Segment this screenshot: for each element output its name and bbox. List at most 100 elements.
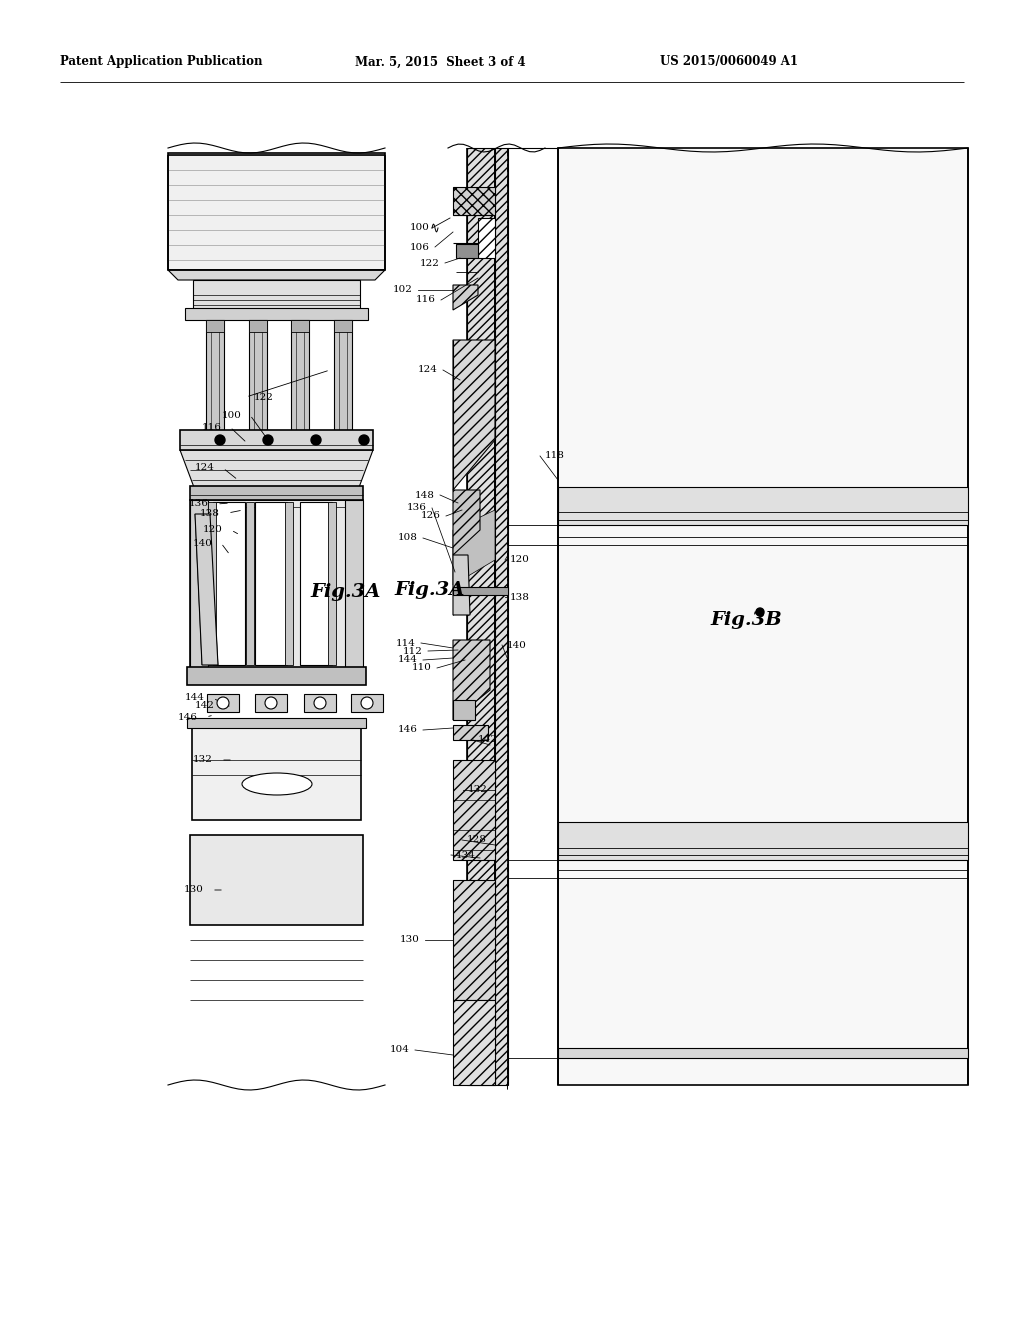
Text: 118: 118	[545, 451, 565, 461]
Text: 146: 146	[398, 726, 418, 734]
Text: 122: 122	[420, 259, 440, 268]
Bar	[190, 500, 208, 671]
Text: 136: 136	[189, 499, 209, 508]
Bar	[187, 667, 366, 685]
Bar	[206, 319, 224, 430]
Text: 100: 100	[222, 411, 242, 420]
Text: 144: 144	[185, 693, 205, 702]
Bar	[558, 487, 968, 525]
Text: Fig.3B: Fig.3B	[710, 611, 781, 630]
Bar	[334, 319, 352, 430]
Bar	[345, 500, 362, 671]
Bar	[213, 502, 245, 665]
Text: 106: 106	[411, 243, 430, 252]
Polygon shape	[467, 148, 495, 1085]
Text: 136: 136	[408, 503, 427, 512]
Circle shape	[359, 436, 369, 445]
Bar	[291, 319, 309, 333]
Bar	[246, 502, 254, 665]
Bar	[185, 308, 368, 319]
Circle shape	[361, 697, 373, 709]
Text: Fig.3A: Fig.3A	[394, 581, 464, 599]
Bar	[168, 153, 385, 271]
Bar	[334, 319, 352, 333]
Bar	[328, 502, 336, 665]
Text: 140: 140	[507, 640, 527, 649]
Bar	[453, 700, 475, 719]
Polygon shape	[168, 271, 385, 280]
Text: 148: 148	[415, 491, 435, 499]
Bar	[190, 500, 362, 671]
Bar	[478, 218, 495, 257]
Circle shape	[263, 436, 273, 445]
Text: 132: 132	[468, 785, 487, 795]
Circle shape	[215, 436, 225, 445]
Bar	[453, 187, 495, 215]
Bar	[206, 319, 224, 333]
Text: 128: 128	[467, 836, 486, 845]
Bar	[558, 1048, 968, 1059]
Text: 140: 140	[194, 539, 213, 548]
Text: 102: 102	[393, 285, 413, 294]
Text: 130: 130	[400, 936, 420, 945]
Text: Fig.3A: Fig.3A	[310, 583, 380, 601]
Circle shape	[311, 436, 321, 445]
Text: 132: 132	[194, 755, 213, 764]
Polygon shape	[453, 554, 470, 615]
Text: 108: 108	[398, 533, 418, 543]
Bar	[180, 430, 373, 450]
Polygon shape	[453, 285, 478, 310]
Text: 142: 142	[196, 701, 215, 710]
Circle shape	[756, 609, 764, 616]
Bar	[300, 502, 332, 665]
Text: 114: 114	[396, 639, 416, 648]
Text: 120: 120	[203, 525, 223, 535]
Text: 104: 104	[390, 1045, 410, 1055]
Bar	[193, 280, 360, 310]
Polygon shape	[453, 880, 495, 1001]
Bar	[249, 319, 267, 333]
Text: 116: 116	[416, 296, 436, 305]
Polygon shape	[453, 760, 495, 861]
Bar	[304, 694, 336, 711]
Text: 120: 120	[510, 556, 529, 565]
Polygon shape	[180, 450, 373, 490]
Polygon shape	[453, 341, 495, 490]
Bar	[558, 822, 968, 861]
Bar	[453, 725, 488, 741]
Text: 138: 138	[510, 593, 529, 602]
Bar	[190, 486, 362, 500]
Bar	[249, 319, 267, 430]
Bar	[453, 587, 508, 595]
Bar	[291, 319, 309, 430]
Polygon shape	[195, 513, 218, 665]
Text: 146: 146	[178, 713, 198, 722]
Text: 124: 124	[418, 366, 438, 375]
Polygon shape	[453, 1001, 495, 1085]
Polygon shape	[453, 510, 495, 585]
Bar	[255, 502, 287, 665]
Bar	[456, 244, 478, 257]
Circle shape	[217, 697, 229, 709]
Text: 134: 134	[456, 850, 476, 859]
Bar	[190, 836, 362, 925]
Circle shape	[265, 697, 278, 709]
Bar	[255, 694, 287, 711]
Text: 142: 142	[478, 735, 498, 744]
Polygon shape	[453, 490, 480, 554]
Text: 130: 130	[184, 886, 204, 895]
Text: 124: 124	[196, 463, 215, 473]
Text: 122: 122	[254, 392, 273, 401]
Text: 138: 138	[200, 508, 220, 517]
Text: Patent Application Publication: Patent Application Publication	[60, 55, 262, 69]
Text: 112: 112	[403, 647, 423, 656]
Bar	[208, 502, 216, 665]
Bar	[187, 718, 366, 729]
Text: 144: 144	[398, 656, 418, 664]
Text: Mar. 5, 2015  Sheet 3 of 4: Mar. 5, 2015 Sheet 3 of 4	[355, 55, 525, 69]
Text: 100: 100	[411, 223, 430, 232]
Bar	[207, 694, 239, 711]
Text: US 2015/0060049 A1: US 2015/0060049 A1	[660, 55, 798, 69]
Ellipse shape	[242, 774, 312, 795]
Polygon shape	[453, 640, 490, 719]
